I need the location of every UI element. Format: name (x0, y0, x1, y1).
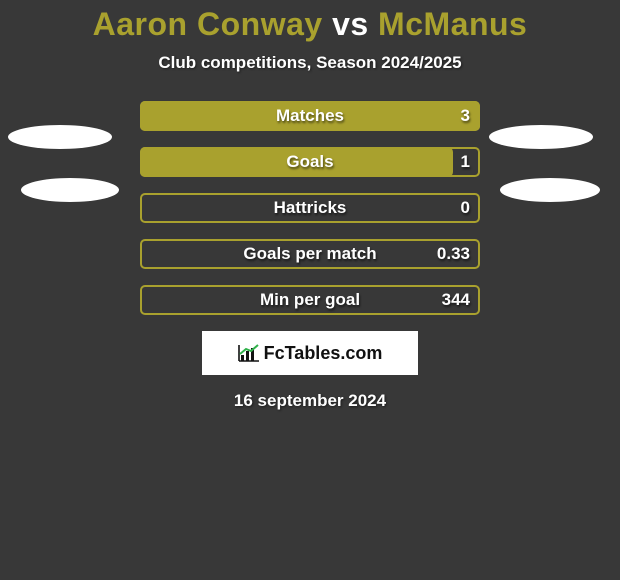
stat-bar-value: 0.33 (437, 239, 470, 269)
stat-bar-row: Matches3 (140, 101, 480, 131)
stat-bar-label: Matches (140, 101, 480, 131)
decorative-ellipse (8, 125, 112, 149)
stat-bar-row: Min per goal344 (140, 285, 480, 315)
stat-bar-value: 0 (461, 193, 470, 223)
chart-icon (238, 344, 260, 362)
decorative-ellipse (21, 178, 119, 202)
stat-bar-value: 344 (442, 285, 470, 315)
stat-bar-label: Goals per match (140, 239, 480, 269)
fctables-logo: FcTables.com (202, 331, 418, 375)
stat-bar-row: Goals1 (140, 147, 480, 177)
title-vs: vs (332, 6, 369, 42)
stat-bar-value: 1 (461, 147, 470, 177)
title-player2: McManus (369, 6, 528, 42)
logo-text: FcTables.com (264, 343, 383, 364)
comparison-subtitle: Club competitions, Season 2024/2025 (0, 53, 620, 73)
decorative-ellipse (500, 178, 600, 202)
stat-bar-label: Min per goal (140, 285, 480, 315)
comparison-title: Aaron Conway vs McManus (0, 0, 620, 43)
stat-bar-value: 3 (461, 101, 470, 131)
decorative-ellipse (489, 125, 593, 149)
stat-bar-row: Goals per match0.33 (140, 239, 480, 269)
stat-bar-label: Hattricks (140, 193, 480, 223)
title-player1: Aaron Conway (93, 6, 332, 42)
stat-bar-label: Goals (140, 147, 480, 177)
snapshot-date: 16 september 2024 (0, 391, 620, 411)
stat-bar-row: Hattricks0 (140, 193, 480, 223)
